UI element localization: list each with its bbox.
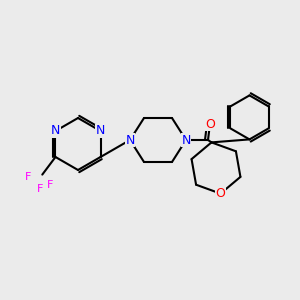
Text: F: F (25, 172, 32, 182)
Text: N: N (125, 134, 135, 146)
Text: N: N (181, 134, 191, 146)
Text: F: F (47, 180, 53, 190)
Text: O: O (205, 118, 215, 130)
Text: N: N (51, 124, 60, 137)
Text: O: O (216, 187, 226, 200)
Text: N: N (96, 124, 105, 137)
Text: F: F (37, 184, 44, 194)
